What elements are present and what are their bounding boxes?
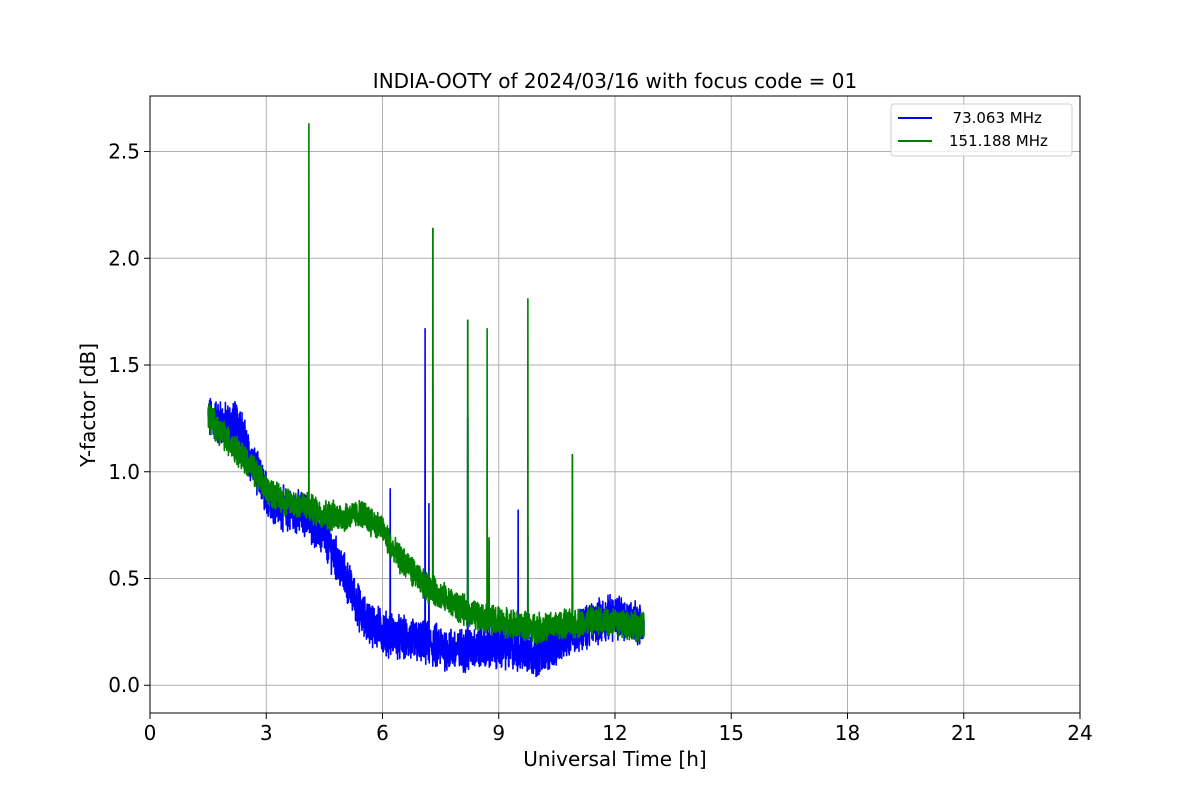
x-tick-label: 0	[144, 721, 157, 745]
x-tick-label: 21	[951, 721, 976, 745]
y-tick-label: 2.5	[108, 140, 140, 164]
x-tick-label: 15	[719, 721, 744, 745]
x-tick-label: 18	[835, 721, 860, 745]
x-tick-label: 9	[492, 721, 505, 745]
y-axis-title: Y-factor [dB]	[76, 343, 100, 468]
legend: 73.063 MHz 151.188 MHz	[890, 103, 1073, 157]
legend-label-73mhz: 73.063 MHz	[943, 109, 1042, 127]
plot-area	[207, 122, 645, 678]
x-tick-label: 24	[1067, 721, 1092, 745]
series-151mhz-line	[207, 122, 645, 645]
y-tick-label: 0.0	[108, 673, 140, 697]
y-tick-label: 1.0	[108, 460, 140, 484]
x-axis-title: Universal Time [h]	[523, 747, 706, 771]
grid	[149, 96, 1081, 713]
x-tick-label: 12	[602, 721, 627, 745]
y-tick-label: 0.5	[108, 566, 140, 590]
x-tick-label: 6	[376, 721, 389, 745]
y-tick-label: 1.5	[108, 353, 140, 377]
axes-ticks: 0 3 6 9 12 15 18 21 24 0.0 0.5 1.0 1.5 2.0 2.5	[108, 140, 1093, 745]
chart-title: INDIA-OOTY of 2024/03/16 with focus code…	[373, 69, 857, 93]
legend-label-151mhz: 151.188 MHz	[949, 132, 1048, 150]
y-tick-label: 2.0	[108, 246, 140, 270]
x-tick-label: 3	[260, 721, 273, 745]
legend-box	[890, 103, 1073, 157]
